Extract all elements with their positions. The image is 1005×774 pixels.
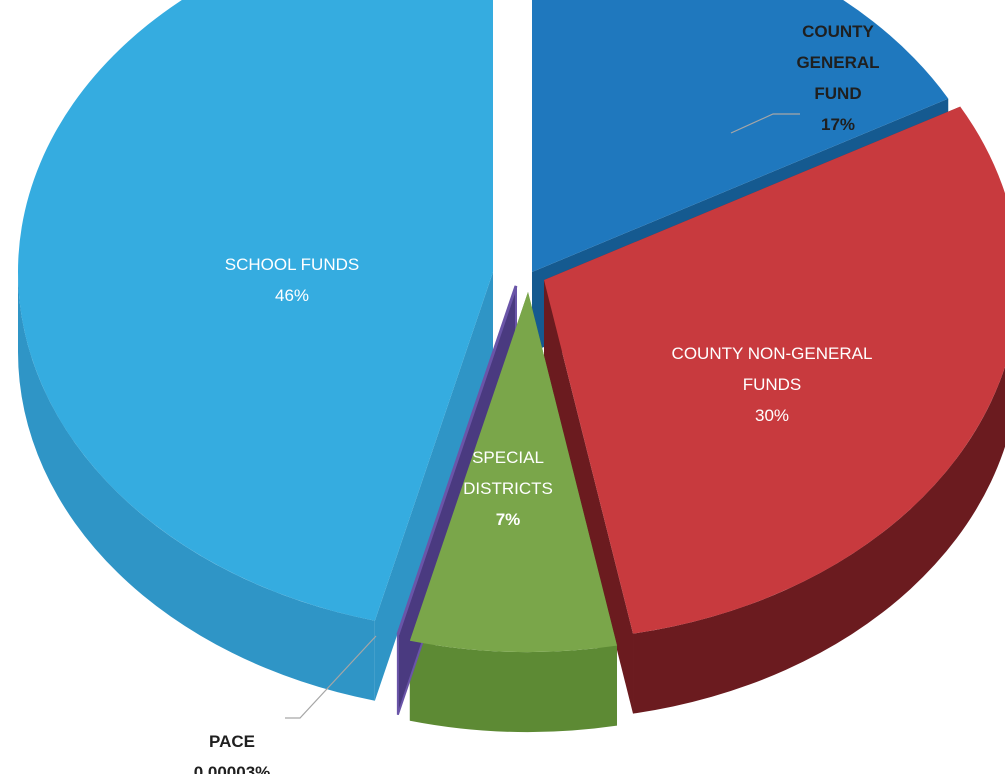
slice-label-line-2-1: DISTRICTS <box>463 479 553 498</box>
slice-label-line-1-1: FUNDS <box>743 375 802 394</box>
slice-label-3: PACE 0.00003% <box>194 732 271 774</box>
slice-label-line-3-0: PACE <box>209 732 255 751</box>
slice-percent-2: 7% <box>496 510 521 529</box>
slice-label-line-0-2: FUND <box>814 84 861 103</box>
slice-percent-3: 0.00003% <box>194 763 271 774</box>
slice-label-line-2-0: SPECIAL <box>472 448 544 467</box>
slice-label-line-0-1: GENERAL <box>796 53 879 72</box>
slice-percent-0: 17% <box>821 115 855 134</box>
slice-percent-4: 46% <box>275 286 309 305</box>
slice-label-line-4-0: SCHOOL FUNDS <box>225 255 359 274</box>
slice-label-line-0-0: COUNTY <box>802 22 874 41</box>
slice-percent-1: 30% <box>755 406 789 425</box>
slice-rim-2-0 <box>410 641 617 732</box>
slice-label-line-1-0: COUNTY NON-GENERAL <box>672 344 873 363</box>
